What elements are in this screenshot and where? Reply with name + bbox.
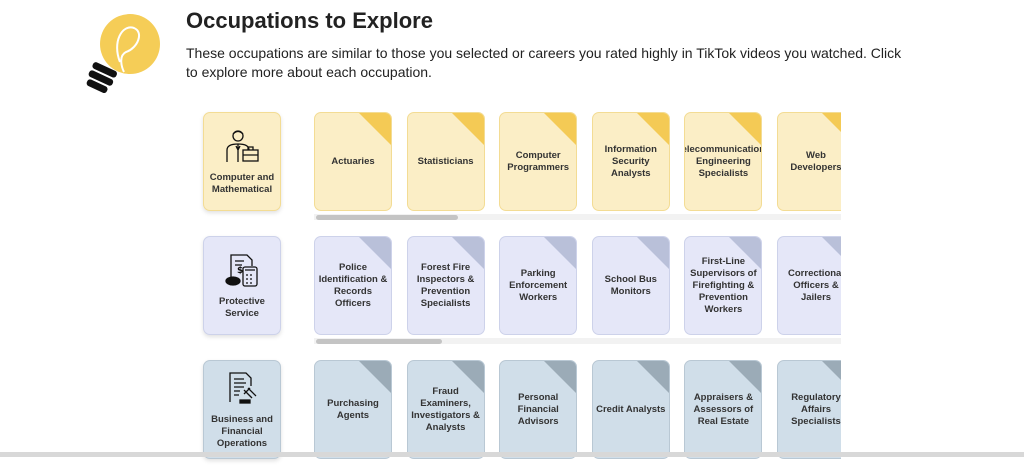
bottom-bar [0,452,1024,457]
occupation-label: Purchasing Agents [327,397,379,421]
occupation-card[interactable]: Forest Fire Inspectors & Prevention Spec… [406,236,485,335]
occupation-label: Personal Financial Advisors [517,391,559,427]
card-corner-fold [451,361,484,393]
document-gavel-icon [224,370,260,414]
page-title: Occupations to Explore [186,8,433,33]
category-label: Business and Financial Operations [211,413,273,449]
occupation-carousel: Purchasing Agents Fraud Examiners, Invest… [314,360,841,472]
occupation-card[interactable]: Information Security Analysts [591,112,670,211]
occupation-card[interactable]: Correctional Officers & Jailers [777,236,841,335]
occupation-label: First-Line Supervisors of Firefighting &… [690,255,757,315]
occupation-label: Parking Enforcement Workers [509,267,568,303]
occupation-label: Forest Fire Inspectors & Prevention Spec… [416,261,475,309]
card-corner-fold [729,237,762,269]
occupation-label: Web Developers [790,149,841,173]
card-corner-fold [822,361,841,393]
card-corner-fold [544,361,577,393]
occupation-label: Appraisers & Assessors of Real Estate [693,391,754,427]
occupation-label: School Bus Monitors [604,273,657,297]
occupation-label: Regulatory Affairs Specialists [791,391,841,427]
occupation-carousel: Actuaries Statisticians Computer Programme… [314,112,841,224]
occupation-card[interactable]: Credit Analysts [591,360,670,459]
occupation-label: Actuaries [331,155,375,167]
occupation-label: Correctional Officers & Jailers [788,267,841,303]
page-description: These occupations are similar to those y… [186,45,902,80]
occupation-card[interactable]: Telecommunications Engineering Specialis… [684,112,763,211]
occupation-label: Credit Analysts [596,403,666,415]
occupation-label: Information Security Analysts [604,143,657,179]
category-card[interactable]: Computer and Mathematical [203,112,281,211]
card-corner-fold [544,237,577,269]
card-corner-fold [729,113,762,145]
card-corner-fold [359,237,391,269]
occupation-label: Fraud Examiners, Investigators & Analyst… [411,385,480,433]
card-corner-fold [822,237,841,269]
card-corner-fold [636,361,669,393]
occupation-card[interactable]: Police Identification & Records Officers [314,236,392,335]
card-corner-fold [544,113,577,145]
occupation-card[interactable]: Regulatory Affairs Specialists [777,360,841,459]
category-label: Computer and Mathematical [209,171,275,195]
scrollbar-thumb[interactable] [316,215,459,220]
card-corner-fold [822,113,841,145]
card-corner-fold [636,113,669,145]
occupation-card[interactable]: Actuaries [314,112,392,211]
occupation-label: Telecommunications Engineering Specialis… [685,143,761,179]
occupation-card[interactable]: Computer Programmers [499,112,578,211]
card-corner-fold [359,361,391,393]
scrollbar-thumb[interactable] [316,339,443,344]
occupation-card[interactable]: Statisticians [406,112,485,211]
card-corner-fold [729,361,762,393]
occupation-card[interactable]: Appraisers & Assessors of Real Estate [684,360,763,459]
card-corner-fold [451,237,484,269]
occupation-label: Statisticians [417,155,474,167]
occupation-card[interactable]: Parking Enforcement Workers [499,236,578,335]
card-corner-fold [359,113,391,145]
occupation-card[interactable]: First-Line Supervisors of Firefighting &… [684,236,763,335]
occupation-card[interactable]: Fraud Examiners, Investigators & Analyst… [406,360,485,459]
occupation-label: Police Identification & Records Officers [318,261,388,309]
category-card[interactable]: Business and Financial Operations [203,360,281,459]
occupation-card[interactable]: Personal Financial Advisors [499,360,578,459]
horizontal-scrollbar[interactable] [314,338,841,344]
category-label: Protective Service [219,295,265,319]
occupation-card[interactable]: Web Developers [777,112,841,211]
svg-text:$: $ [237,266,243,276]
category-card[interactable]: $ Protective Service [203,236,281,335]
occupation-label: Computer Programmers [507,149,570,173]
occupation-card[interactable]: Purchasing Agents [314,360,392,459]
lightbulb-icon [86,14,160,94]
category-row-protective-service: $ Protective Service Police Identification… [203,236,843,346]
calculator-document-icon: $ [224,252,260,296]
horizontal-scrollbar[interactable] [314,214,841,220]
businessman-briefcase-icon [224,128,260,172]
occupation-card[interactable]: School Bus Monitors [591,236,670,335]
category-row-business-financial: Business and Financial Operations Purchas… [203,360,843,470]
occupation-carousel: Police Identification & Records Officers… [314,236,841,348]
card-corner-fold [636,237,669,269]
category-row-computer-mathematical: Computer and Mathematical Actuaries Statis… [203,112,843,222]
card-corner-fold [451,113,484,145]
